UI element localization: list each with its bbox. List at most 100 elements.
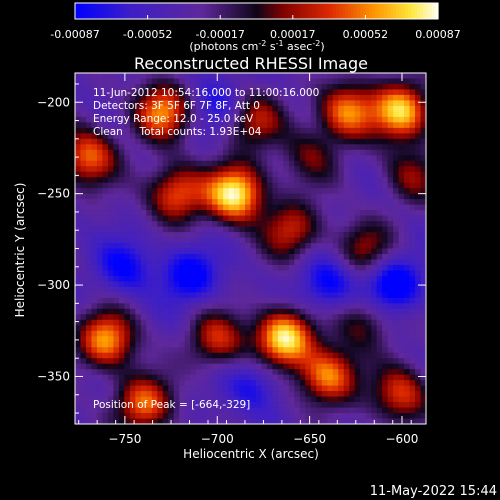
heatmap-cell bbox=[157, 374, 164, 381]
heatmap-cell bbox=[387, 352, 394, 359]
heatmap-cell bbox=[157, 155, 164, 162]
heatmap-cell bbox=[338, 325, 345, 332]
heatmap-cell bbox=[102, 149, 109, 156]
heatmap-cell bbox=[239, 221, 246, 227]
heatmap-cell bbox=[168, 358, 175, 365]
heatmap-cell bbox=[75, 232, 81, 238]
heatmap-cell bbox=[135, 193, 142, 200]
heatmap-cell bbox=[245, 308, 251, 315]
heatmap-cell bbox=[135, 347, 142, 354]
heatmap-cell bbox=[343, 78, 350, 85]
heatmap-cell bbox=[118, 160, 125, 167]
heatmap-cell bbox=[299, 204, 306, 211]
heatmap-cell bbox=[343, 221, 350, 227]
heatmap-cell bbox=[299, 160, 306, 167]
heatmap-cell bbox=[91, 127, 98, 134]
heatmap-cell bbox=[305, 177, 312, 184]
heatmap-cell bbox=[245, 253, 251, 260]
heatmap-cell bbox=[332, 402, 339, 408]
heatmap-cell bbox=[201, 94, 207, 101]
colorbar: -0.00087 -0.00052 -0.00017 0.00017 0.00052 0.… bbox=[50, 2, 461, 53]
heatmap-cell bbox=[212, 243, 218, 249]
heatmap-cell bbox=[382, 407, 388, 414]
heatmap-cell bbox=[151, 73, 158, 79]
heatmap-cell bbox=[217, 171, 224, 178]
heatmap-cell bbox=[212, 171, 218, 178]
colorbar-segment bbox=[375, 3, 379, 19]
heatmap-cell bbox=[135, 182, 142, 189]
heatmap-cell bbox=[343, 243, 350, 249]
heatmap-cell bbox=[305, 253, 312, 260]
heatmap-cell bbox=[404, 221, 410, 227]
heatmap-cell bbox=[234, 166, 240, 173]
heatmap-cell bbox=[146, 391, 153, 397]
colorbar-segment bbox=[420, 3, 424, 19]
colorbar-segment bbox=[366, 3, 370, 19]
heatmap-cell bbox=[398, 243, 405, 249]
heatmap-cell bbox=[376, 374, 383, 381]
heatmap-cell bbox=[168, 215, 175, 222]
heatmap-cell bbox=[91, 253, 98, 260]
heatmap-cell bbox=[266, 363, 273, 370]
heatmap-cell bbox=[234, 105, 240, 112]
heatmap-cell bbox=[151, 319, 158, 326]
heatmap-cell bbox=[80, 100, 87, 107]
heatmap-cell bbox=[261, 215, 268, 222]
heatmap-cell bbox=[283, 286, 290, 293]
heatmap-cell bbox=[118, 94, 125, 101]
heatmap-cell bbox=[371, 369, 377, 375]
heatmap-cell bbox=[124, 352, 131, 359]
heatmap-cell bbox=[179, 105, 186, 112]
heatmap-cell bbox=[146, 253, 153, 260]
heatmap-cell bbox=[239, 78, 246, 85]
colorbar-segment bbox=[270, 3, 274, 19]
heatmap-cell bbox=[283, 160, 290, 167]
heatmap-cell bbox=[420, 155, 427, 162]
heatmap-cell bbox=[217, 270, 224, 277]
heatmap-cell bbox=[162, 396, 169, 403]
heatmap-cell bbox=[245, 286, 251, 293]
heatmap-cell bbox=[272, 363, 279, 370]
heatmap-cell bbox=[283, 358, 290, 365]
heatmap-cell bbox=[124, 297, 131, 304]
heatmap-cell bbox=[195, 319, 202, 326]
heatmap-cell bbox=[261, 418, 268, 425]
heatmap-cell bbox=[75, 418, 81, 425]
heatmap-cell bbox=[151, 264, 158, 271]
heatmap-cell bbox=[146, 407, 153, 414]
heatmap-cell bbox=[140, 83, 147, 90]
heatmap-cell bbox=[365, 286, 372, 293]
heatmap-cell bbox=[354, 111, 361, 118]
heatmap-cell bbox=[294, 188, 301, 194]
heatmap-cell bbox=[250, 286, 257, 293]
heatmap-cell bbox=[338, 319, 345, 326]
heatmap-cell bbox=[343, 396, 350, 403]
heatmap-cell bbox=[91, 347, 98, 354]
heatmap-cell bbox=[135, 188, 142, 194]
heatmap-cell bbox=[217, 396, 224, 403]
heatmap-cell bbox=[266, 264, 273, 271]
heatmap-cell bbox=[338, 133, 345, 140]
heatmap-cell bbox=[228, 286, 235, 293]
heatmap-cell bbox=[190, 303, 196, 310]
heatmap-cell bbox=[321, 237, 328, 244]
heatmap-cell bbox=[305, 308, 312, 315]
heatmap-cell bbox=[245, 358, 251, 365]
heatmap-cell bbox=[376, 352, 383, 359]
heatmap-cell bbox=[217, 303, 224, 310]
heatmap-cell bbox=[184, 111, 191, 118]
heatmap-cell bbox=[316, 166, 323, 173]
heatmap-cell bbox=[283, 336, 290, 343]
heatmap-cell bbox=[354, 314, 361, 321]
heatmap-cell bbox=[157, 149, 164, 156]
heatmap-cell bbox=[349, 144, 356, 151]
heatmap-cell bbox=[239, 204, 246, 211]
heatmap-cell bbox=[365, 111, 372, 118]
heatmap-cell bbox=[376, 232, 383, 238]
heatmap-cell bbox=[404, 182, 410, 189]
heatmap-cell bbox=[398, 314, 405, 321]
heatmap-cell bbox=[349, 248, 356, 255]
heatmap-cell bbox=[371, 232, 377, 238]
heatmap-cell bbox=[91, 111, 98, 118]
heatmap-cell bbox=[360, 308, 367, 315]
